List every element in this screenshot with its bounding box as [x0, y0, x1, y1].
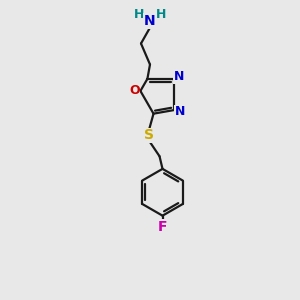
- Text: O: O: [129, 84, 140, 97]
- Text: S: S: [144, 128, 154, 142]
- Text: N: N: [175, 105, 185, 118]
- Text: N: N: [174, 70, 184, 83]
- Text: H: H: [134, 8, 144, 21]
- Text: N: N: [144, 14, 156, 28]
- Text: F: F: [158, 220, 167, 234]
- Text: H: H: [156, 8, 167, 21]
